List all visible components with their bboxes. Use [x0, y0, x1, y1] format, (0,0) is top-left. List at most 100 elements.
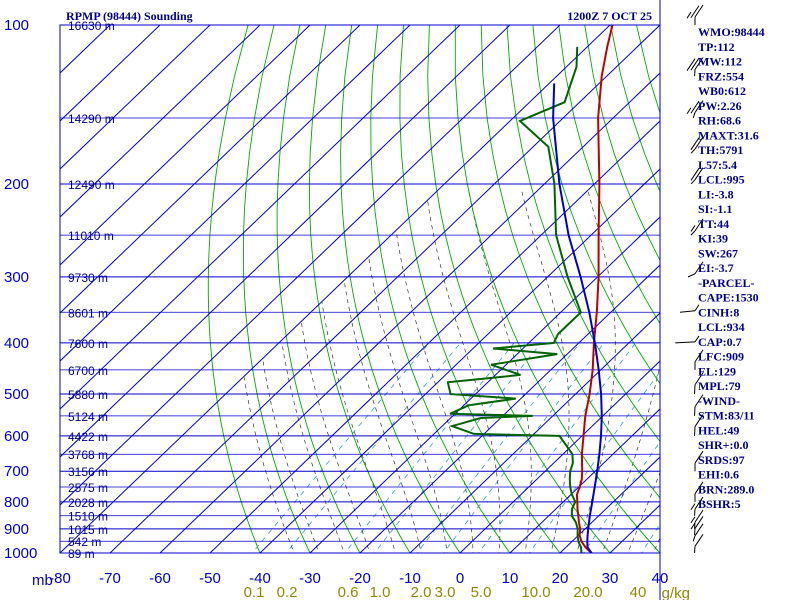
pressure-tick-label: 300	[4, 269, 29, 286]
height-label: 11010 m	[68, 229, 114, 243]
sounding-index-8: TH:5791	[698, 143, 743, 157]
isotherm-line	[309, 216, 660, 553]
temperature-tick-label: 20	[552, 570, 569, 587]
chart-valid-time: 1200Z 7 OCT 25	[567, 9, 652, 23]
moist-adiabat-line	[602, 363, 660, 553]
dry-adiabat-line	[766, 25, 800, 564]
temperature-tick-label: -50	[199, 570, 221, 587]
sounding-index-23: EL:129	[698, 364, 736, 378]
temperature-tick-label: -40	[249, 570, 271, 587]
sounding-index-14: KI:39	[698, 232, 728, 246]
temperature-tick-label: -30	[299, 570, 321, 587]
moist-adiabat-line	[368, 256, 448, 553]
wind-barb-flag	[690, 137, 700, 150]
pressure-unit-label: mb	[32, 572, 53, 589]
wind-barb-flag	[694, 100, 704, 113]
sounding-index-21: CAP:0.7	[698, 335, 742, 349]
height-label: 89 m	[68, 547, 95, 561]
isotherm-line	[209, 120, 660, 553]
height-label: 6700 m	[68, 364, 108, 378]
sounding-index-27: HEL:49	[698, 423, 739, 437]
wind-barb-flag	[690, 225, 696, 232]
pressure-tick-label: 1000	[4, 545, 37, 562]
wind-barb-flag	[690, 522, 696, 530]
mixing-ratio-label: 2.0	[411, 584, 432, 600]
isotherm-line	[60, 25, 411, 362]
wind-barb-flag	[690, 57, 700, 71]
mixing-ratio-line	[443, 342, 605, 553]
height-label: 2575 m	[68, 481, 108, 495]
isotherm-line	[60, 25, 611, 553]
sounding-index-15: SW:267	[698, 246, 738, 260]
height-label: 7600 m	[68, 337, 108, 351]
sounding-index-18: CAPE:1530	[698, 291, 759, 305]
dry-adiabat-line	[242, 25, 311, 553]
dry-adiabat-line	[340, 25, 461, 553]
wind-barb-flag	[694, 496, 704, 510]
isotherm-line	[509, 408, 660, 553]
sounding-index-32: BSHR:5	[698, 497, 741, 511]
pressure-tick-label: 800	[4, 494, 29, 511]
sounding-index-1: TP:112	[698, 40, 735, 54]
height-label: 14290 m	[68, 112, 115, 126]
isotherm-line	[109, 25, 660, 553]
temperature-tick-label: 30	[602, 570, 619, 587]
wind-barb-flag	[686, 58, 696, 71]
wind-barb	[690, 136, 704, 154]
isotherm-line	[60, 25, 311, 266]
sounding-index-5: PW:2.26	[698, 99, 742, 113]
mixing-ratio-line	[583, 441, 660, 553]
moist-adiabat-line	[300, 321, 371, 553]
sounding-index-16: EI:-3.7	[698, 261, 734, 275]
sounding-index-28: SHR+:0.0	[698, 438, 749, 452]
wind-barb-flag	[694, 372, 704, 386]
dry-adiabat-line	[506, 25, 660, 443]
wind-barb	[694, 450, 704, 472]
mixing-ratio-label: 20.0	[573, 584, 602, 600]
sounding-index-7: MAXT:31.6	[698, 128, 759, 142]
wind-barb-flag	[690, 168, 700, 181]
temperature-tick-label: -20	[349, 570, 371, 587]
height-label: 12490 m	[68, 178, 115, 192]
dry-adiabat-line	[276, 25, 361, 553]
sounding-index-29: SRDS:97	[698, 453, 745, 467]
wind-barb-flag	[694, 304, 700, 312]
wind-barb-flag	[690, 516, 696, 524]
moist-adiabat-line	[627, 471, 660, 553]
temperature-tick-label: 10	[502, 570, 519, 587]
dry-adiabat-line	[584, 25, 660, 262]
moist-adiabat-line	[343, 280, 422, 553]
mixing-ratio-label: 0.2	[277, 584, 298, 600]
sounding-index-2: MW:112	[698, 55, 742, 69]
sounding-index-30: EHI:0.6	[698, 468, 739, 482]
dry-adiabat-line	[308, 25, 411, 553]
isotherm-line	[409, 312, 660, 553]
isotherm-line	[60, 25, 261, 218]
temperature-tick-label: 0	[456, 570, 464, 587]
mixing-ratio-line	[344, 342, 515, 553]
pressure-tick-label: 700	[4, 463, 29, 480]
wind-barb-flag	[694, 523, 704, 537]
pressure-tick-label: 600	[4, 428, 29, 445]
wind-barb	[694, 534, 704, 554]
dry-adiabat-line	[454, 25, 660, 553]
moist-adiabat-line	[468, 189, 532, 553]
wind-barb	[679, 304, 700, 313]
series-temperature-line	[575, 25, 614, 553]
height-label: 1015 m	[68, 523, 108, 537]
wind-barb	[694, 414, 704, 436]
wind-barb-flag	[694, 450, 704, 464]
sounding-index-6: RH:68.6	[698, 114, 741, 128]
wind-barb-flag	[694, 4, 704, 18]
mixing-ratio-line	[416, 342, 581, 553]
wind-barb-flag	[694, 218, 704, 232]
height-label: 5880 m	[68, 388, 108, 402]
isotherm-line	[459, 360, 660, 553]
temperature-tick-label: -60	[149, 570, 171, 587]
mixing-ratio-line	[528, 370, 660, 553]
wind-barb	[690, 516, 704, 536]
sounding-index-22: LFC:909	[698, 350, 744, 364]
wind-barb-staff	[690, 179, 696, 185]
mixing-ratio-label: 10.0	[521, 584, 550, 600]
